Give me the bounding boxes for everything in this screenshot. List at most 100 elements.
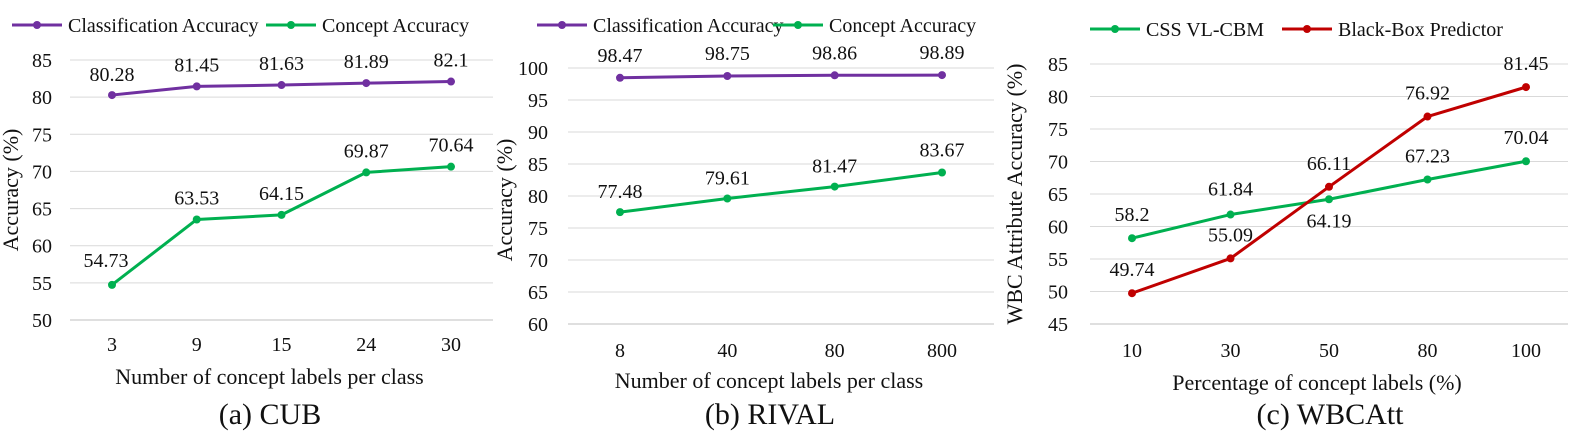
panel-2-x-axis-title: Number of concept labels per class [615,368,924,393]
panel-1-x-tick-label: 30 [441,334,461,356]
panel-2-y-tick-label: 85 [528,154,548,176]
panel-2-data-label: 98.47 [598,45,643,67]
panel-3-y-tick-label: 50 [1048,282,1068,304]
panel-3-data-label: 70.04 [1504,127,1549,149]
panel-1-y-tick-label: 60 [32,236,52,258]
panel-3-series-1-point [1128,234,1136,243]
panel-2-y-tick-label: 90 [528,122,548,144]
panel-3-legend-label: CSS VL-CBM [1146,19,1264,41]
panel-3-data-label: 66.11 [1307,153,1351,175]
panel-3-series-2-point [1226,254,1235,263]
panel-3-x-axis-title: Percentage of concept labels (%) [1172,370,1462,395]
panel-3-x-tick-label: 30 [1221,340,1241,362]
panel-1-series-2-point [192,215,201,224]
panel-2-series-2-point [616,208,624,217]
panel-2-data-label: 98.75 [705,43,750,65]
panel-1-legend-swatch-marker [33,21,41,29]
panel-1-series-2-point [447,162,455,171]
panel-3-x-tick-label: 80 [1418,340,1438,362]
panel-2-series-line-1 [619,73,943,80]
panel-1-legend-swatch-marker [287,21,295,29]
panel-1-y-tick-label: 70 [32,161,52,183]
panel-2-series-1-point [938,71,946,80]
panel-1-y-tick-label: 55 [32,273,52,295]
panel-1-series-2-point [277,210,286,219]
panel-3-data-label: 76.92 [1405,83,1450,105]
panel-1-series-1-point [447,77,455,86]
panel-2-y-tick-label: 80 [528,186,548,208]
panel-2-data-label: 83.67 [920,140,965,162]
panel-3-data-label: 64.19 [1307,210,1352,232]
panel-2-data-label: 79.61 [705,167,750,189]
panel-1-data-label: 81.63 [259,53,304,75]
panel-1-data-label: 82.1 [434,50,469,72]
panel-2-legend-label: Concept Accuracy [829,15,976,37]
panel-2-x-tick-label: 40 [717,340,737,362]
panel-3-legend-swatch-marker [1303,25,1311,33]
panel-1-data-label: 64.15 [259,183,304,205]
panel-3-data-label: 49.74 [1110,259,1155,281]
panel-2-caption: (b) RIVAL [705,398,835,431]
panel-3-series-1-point [1226,210,1235,219]
panel-1-y-tick-label: 80 [32,87,52,109]
panel-1-caption: (a) CUB [219,398,321,431]
panel-1-y-tick-label: 75 [32,124,52,146]
panel-3-data-label: 55.09 [1208,224,1253,246]
panel-2-x-tick-label: 80 [825,340,845,362]
panel-1-x-tick-label: 24 [356,334,376,356]
panel-2-y-tick-label: 60 [528,314,548,336]
panel-3-y-tick-label: 75 [1048,119,1068,141]
panel-1-x-tick-label: 9 [192,334,202,356]
panel-3-y-tick-label: 85 [1048,54,1068,76]
panel-1-series-1-point [277,81,286,90]
panel-1-data-label: 70.64 [429,135,474,157]
panel-3-y-tick-label: 45 [1048,314,1068,336]
panel-1-series-2-point [362,168,371,177]
panel-3-series-2-point [1423,112,1432,121]
panel-1-y-tick-label: 85 [32,50,52,72]
panel-3-y-tick-label: 55 [1048,249,1068,271]
panel-1-x-tick-label: 3 [107,334,117,356]
panel-1-series-1-point [108,91,116,100]
panel-2-data-label: 81.47 [812,156,857,178]
panel-3-series-2-point [1325,182,1333,191]
panel-3-x-tick-label: 50 [1319,340,1339,362]
panel-3-legend-swatch-marker [1111,25,1119,33]
panel-2-y-axis-title: Accuracy (%) [492,139,517,262]
panel-2-y-tick-label: 70 [528,250,548,272]
panel-1-legend-label: Classification Accuracy [68,15,259,37]
panel-2-data-label: 98.89 [920,42,965,64]
panel-1-data-label: 69.87 [344,140,389,162]
panel-1-legend-label: Concept Accuracy [322,15,469,37]
panel-3-y-axis-title: WBC Attribute Accuracy (%) [1002,64,1027,325]
panel-3-y-tick-label: 60 [1048,217,1068,239]
panel-1-x-axis-title: Number of concept labels per class [115,364,424,389]
panel-2-y-tick-label: 100 [518,58,548,80]
panel-3-series-1-point [1423,175,1432,184]
panel-3-x-tick-label: 10 [1122,340,1142,362]
panel-2-y-tick-label: 65 [528,282,548,304]
panel-2-data-label: 98.86 [812,42,857,64]
panel-2-series-1-point [616,73,624,82]
panel-3-caption: (c) WBCAtt [1257,398,1405,431]
panel-2-legend-swatch-marker [558,21,566,29]
panel-2-series-1-point [723,72,732,80]
panel-1-data-label: 63.53 [174,187,219,209]
panel-2-series-2-point [830,182,839,191]
panel-3-data-label: 67.23 [1405,146,1450,168]
panel-1-y-tick-label: 50 [32,310,52,332]
panel-3-data-label: 81.45 [1504,53,1549,75]
panel-3-series-2-point [1522,83,1530,92]
panel-1-series-1-point [362,79,371,88]
panel-1-data-label: 81.89 [344,51,389,73]
panel-2-x-tick-label: 8 [615,340,625,362]
panel-3-series-2-point [1128,289,1136,298]
panel-2-series-1-point [830,71,839,80]
panel-3-series-1-point [1325,195,1333,204]
panel-3-data-label: 61.84 [1208,179,1253,201]
panel-3-legend-label: Black-Box Predictor [1338,19,1503,41]
panel-3-y-tick-label: 70 [1048,152,1068,174]
panel-1-data-label: 81.45 [174,54,219,76]
panel-3-series-1-point [1522,157,1530,166]
